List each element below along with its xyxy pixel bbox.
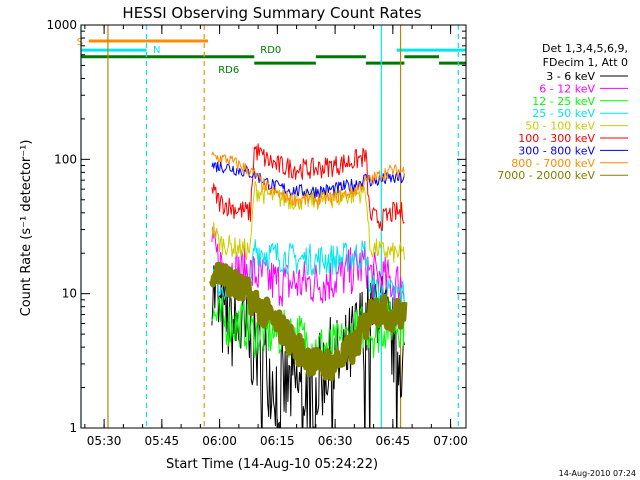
series-line-4 <box>211 180 405 263</box>
x-axis: 05:30 05:45 06:00 06:15 06:30 06:45 07:00 <box>84 25 468 448</box>
x-tick-label: 07:00 <box>433 434 468 448</box>
legend-label-0: 3 - 6 keV <box>546 70 595 83</box>
plot-frame <box>80 24 467 429</box>
x-tick-label: 06:00 <box>202 434 237 448</box>
legend-label-3: 25 - 50 keV <box>532 107 595 120</box>
chart-title: HESSI Observing Summary Count Rates <box>122 4 421 22</box>
series-line-7 <box>211 151 405 207</box>
legend-label-5: 100 - 300 keV <box>518 132 595 145</box>
state-bar-label-s: S <box>77 37 83 48</box>
state-bar-label-rd6: RD6 <box>218 65 239 76</box>
y-axis: 1 10 100 1000 <box>46 18 466 435</box>
timestamp: 14-Aug-2010 07:24 <box>559 469 636 478</box>
x-tick-label: 05:45 <box>145 434 180 448</box>
legend-header-line-2: FDecim 1, Att 0 <box>543 56 628 69</box>
plot-area: S N RD0 RD6 1 10 100 1000 05:30 05:45 06:00 06:15 06… <box>46 18 468 448</box>
y-tick-label: 1 <box>69 421 77 435</box>
series-line-8 <box>209 261 408 382</box>
legend-label-2: 12 - 25 keV <box>532 95 595 108</box>
legend-label-6: 300 - 800 keV <box>518 144 595 157</box>
series-group <box>209 143 408 428</box>
x-axis-label: Start Time (14-Aug-10 05:24:22) <box>166 457 378 472</box>
x-tick-label: 05:30 <box>87 434 122 448</box>
y-tick-label: 10 <box>62 287 77 301</box>
legend: Det 1,3,4,5,6,9, FDecim 1, Att 0 3 - 6 k… <box>497 42 628 182</box>
series-line-5 <box>211 143 405 231</box>
y-tick-label: 1000 <box>46 18 77 32</box>
legend-label-8: 7000 - 20000 keV <box>497 169 595 182</box>
x-tick-label: 06:45 <box>376 434 411 448</box>
state-bar-label-n: N <box>153 45 160 56</box>
legend-label-4: 50 - 100 keV <box>525 120 595 133</box>
legend-label-7: 800 - 7000 keV <box>511 157 595 170</box>
series-line-6 <box>211 161 405 199</box>
legend-header-line-1: Det 1,3,4,5,6,9, <box>542 42 628 55</box>
y-tick-label: 100 <box>54 152 77 166</box>
x-tick-label: 06:30 <box>318 434 353 448</box>
state-bar-label-rd0: RD0 <box>260 45 281 56</box>
legend-label-1: 6 - 12 keV <box>539 82 595 95</box>
x-tick-label: 06:15 <box>260 434 295 448</box>
y-axis-label: Count Rate (s⁻¹ detector⁻¹) <box>19 140 34 317</box>
